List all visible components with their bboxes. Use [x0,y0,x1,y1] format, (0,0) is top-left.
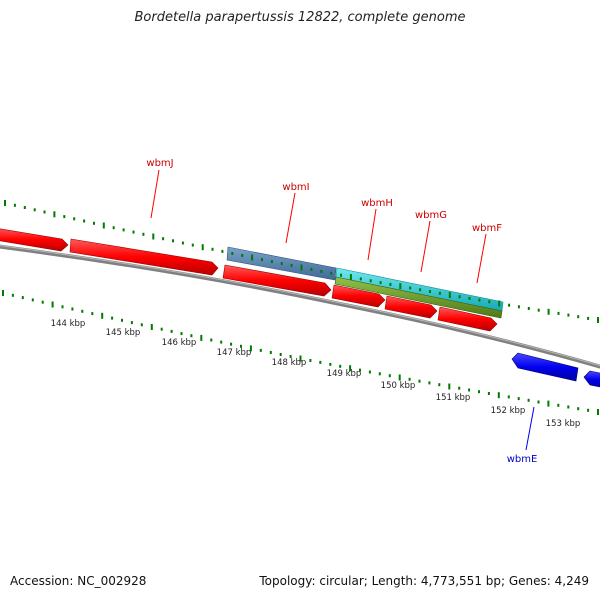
label-leader-wbmH [367,208,377,261]
scale-label: 147 kbp [217,348,252,358]
scale-label: 151 kbp [436,393,471,403]
gene-label: wbmH [361,198,393,209]
scale-label: 153 kbp [546,419,581,429]
gene-arrow-forward [331,284,386,308]
gene-label: wbmJ [146,158,173,169]
gene-label: wbmI [282,182,309,193]
gene-arrow-forward [437,306,498,332]
scale-label: 145 kbp [106,328,141,338]
accession-label: Accession: NC_002928 [10,574,147,588]
label-leader-wbmG [420,220,431,273]
gene-arrow-forward [0,228,69,252]
label-leader-wbmE [525,406,535,451]
gene-arrow-forward [384,295,438,319]
upper-tick-ring [4,200,599,323]
label-leader-wbmI [285,192,296,244]
gene-arrow-forward [222,264,332,297]
gene-label: wbmE [507,454,538,465]
scale-label: 146 kbp [162,338,197,348]
gene-arrow-reverse [583,370,600,388]
scale-labels: 144 kbp 145 kbp 146 kbp 147 kbp 148 kbp 149 k… [51,319,581,429]
genome-summary: Topology: circular; Length: 4,773,551 bp… [259,574,589,588]
genome-backbone [0,244,600,369]
label-leader-wbmF [476,233,487,284]
scale-label: 149 kbp [327,369,362,379]
feature-block-olive [334,276,503,319]
map-title: Bordetella parapertussis 12822, complete… [134,10,466,25]
gene-label: wbmF [472,223,502,234]
lower-tick-ring [2,290,599,415]
scale-label: 152 kbp [491,406,526,416]
label-leader-wbmJ [150,169,160,219]
genome-backbone-highlight [0,245,600,367]
scale-label: 150 kbp [381,381,416,391]
gene-arrow-forward [69,238,219,276]
scale-label: 144 kbp [51,319,86,329]
scale-label: 148 kbp [272,358,307,368]
gene-arrow-reverse [511,352,579,382]
gene-label: wbmG [415,210,447,221]
